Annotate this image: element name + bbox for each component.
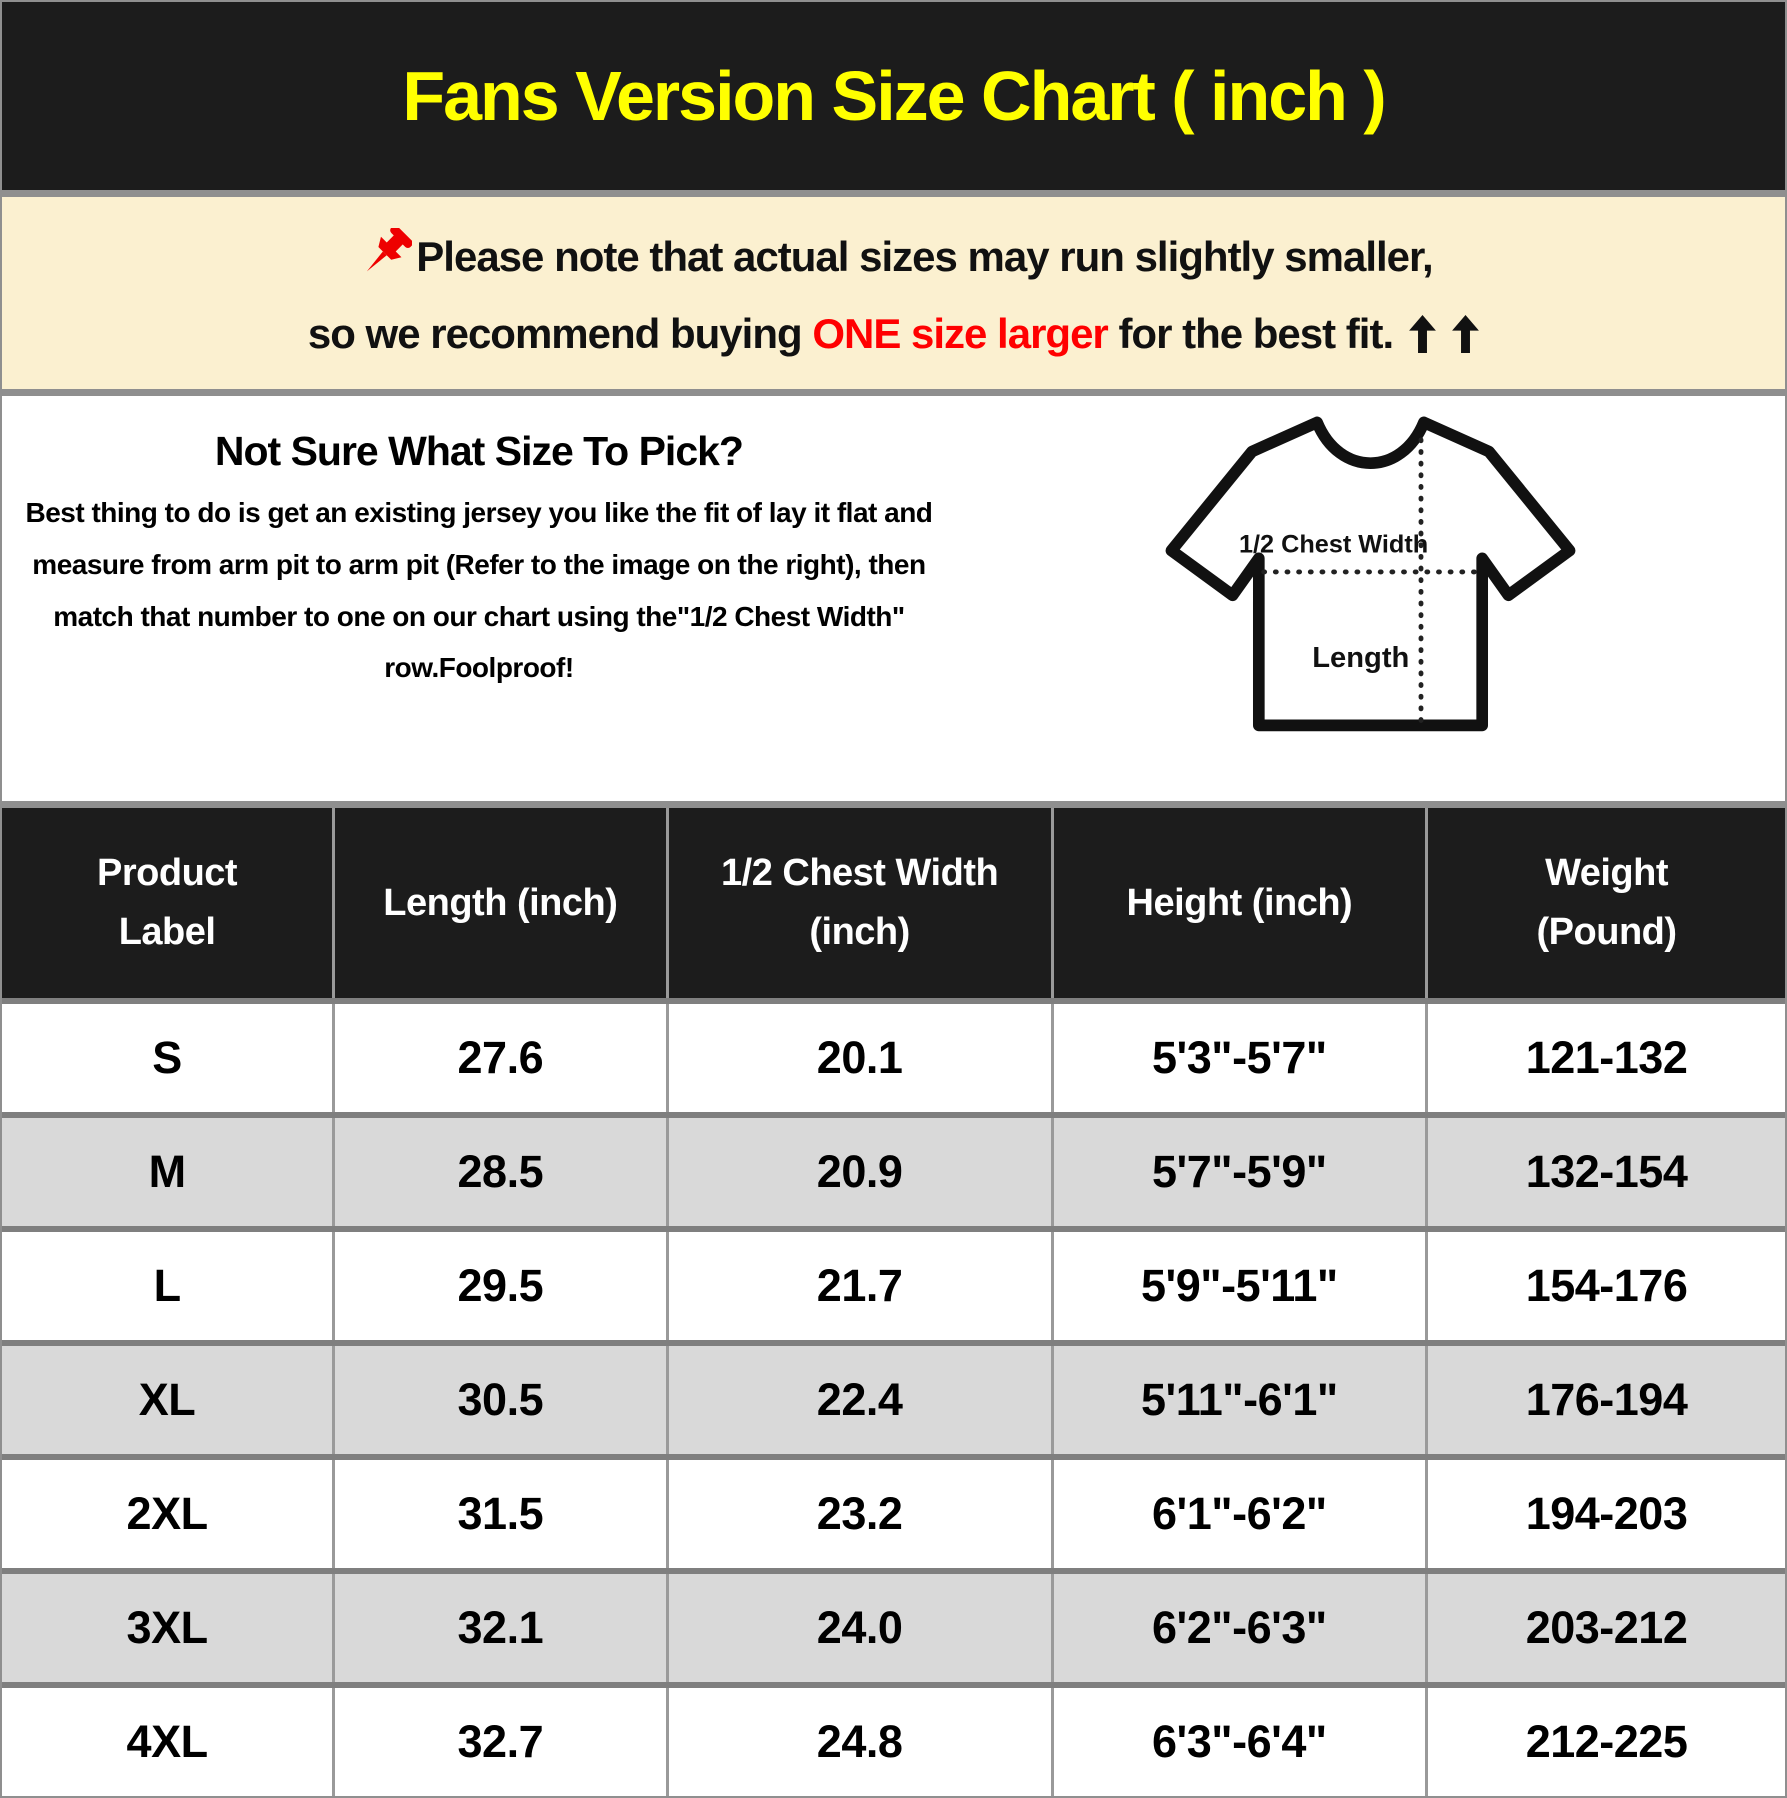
notice-text-1: Please note that actual sizes may run sl… [416,233,1433,280]
table-row-2xl: 2XL 31.5 23.2 6'1"-6'2" 194-203 [2,1457,1785,1571]
sizing-help-text: Not Sure What Size To Pick? Best thing t… [2,396,956,801]
cell-length: 27.6 [332,1001,668,1115]
size-table-wrap: Product Label Length (inch) 1/2 Chest Wi… [2,808,1785,1796]
cell-size: 2XL [126,1488,209,1539]
table-row-s: S 27.6 20.1 5'3"-5'7" 121-132 [2,1001,1785,1115]
cell-height: 6'3"-6'4" [1050,1685,1427,1796]
one-size-larger-highlight: ONE size larger [812,310,1108,357]
notice-text-2a: so we recommend buying [307,310,813,357]
cell-chest: 23.2 [665,1457,1053,1571]
cell-height: 5'9"-5'11" [1050,1229,1427,1343]
title-banner: Fans Version Size Chart ( inch ) [2,2,1785,190]
cell-height: 6'1"-6'2" [1050,1457,1427,1571]
cell-chest: 24.8 [665,1685,1053,1796]
cell-chest: 21.7 [665,1229,1053,1343]
cell-height: 6'2"-6'3" [1050,1571,1427,1685]
table-row-l: L 29.5 21.7 5'9"-5'11" 154-176 [2,1229,1785,1343]
section-divider [2,389,1785,396]
cell-size: XL [138,1374,196,1425]
cell-weight: 121-132 [1425,1001,1785,1115]
col-header-chest-width: 1/2 Chest Width (inch) [665,808,1053,1001]
cell-length: 32.7 [332,1685,668,1796]
cell-weight: 132-154 [1425,1115,1785,1229]
sizing-help-body: Best thing to do is get an existing jers… [25,497,933,684]
notice-line-2: so we recommend buying ONE size larger f… [307,310,1480,358]
cell-weight: 154-176 [1425,1229,1785,1343]
tshirt-measurement-diagram: 1/2 Chest Width Length [1165,416,1576,732]
shirt-diagram-wrap: 1/2 Chest Width Length [956,396,1785,801]
cell-size: 3XL [126,1602,209,1653]
table-row-m: M 28.5 20.9 5'7"-5'9" 132-154 [2,1115,1785,1229]
cell-size: S [152,1032,182,1083]
cell-weight: 194-203 [1425,1457,1785,1571]
pushpin-icon [367,228,413,272]
notice-line-1: Please note that actual sizes may run sl… [354,228,1434,286]
cell-length: 29.5 [332,1229,668,1343]
cell-chest: 20.9 [665,1115,1053,1229]
table-row-3xl: 3XL 32.1 24.0 6'2"-6'3" 203-212 [2,1571,1785,1685]
col-header-length: Length (inch) [332,808,668,1001]
cell-weight: 203-212 [1425,1571,1785,1685]
cell-chest: 20.1 [665,1001,1053,1115]
sizing-help-heading: Not Sure What Size To Pick? [214,428,744,474]
cell-chest: 22.4 [665,1343,1053,1457]
cell-length: 31.5 [332,1457,668,1571]
sizing-help-section: Not Sure What Size To Pick? Best thing t… [2,396,1785,801]
up-arrow-icon [1452,315,1480,353]
col-header-height: Height (inch) [1050,808,1427,1001]
cell-size: M [148,1146,186,1197]
col-header-weight: Weight (Pound) [1425,808,1785,1001]
length-label: Length [1312,642,1409,674]
size-table: Product Label Length (inch) 1/2 Chest Wi… [2,808,1785,1796]
cell-length: 32.1 [332,1571,668,1685]
cell-length: 30.5 [332,1343,668,1457]
cell-size: 4XL [126,1716,209,1767]
cell-chest: 24.0 [665,1571,1053,1685]
cell-weight: 212-225 [1425,1685,1785,1796]
up-arrow-icon [1409,315,1437,353]
notice-text-2b: for the best fit. [1107,310,1394,357]
cell-weight: 176-194 [1425,1343,1785,1457]
notice-banner: Please note that actual sizes may run sl… [2,197,1785,389]
table-header-row: Product Label Length (inch) 1/2 Chest Wi… [2,808,1785,1001]
table-row-xl: XL 30.5 22.4 5'11"-6'1" 176-194 [2,1343,1785,1457]
cell-height: 5'11"-6'1" [1050,1343,1427,1457]
page-title: Fans Version Size Chart ( inch ) [402,57,1386,135]
section-divider [2,801,1785,808]
section-divider [2,190,1785,197]
cell-size: L [153,1260,181,1311]
table-row-4xl: 4XL 32.7 24.8 6'3"-6'4" 212-225 [2,1685,1785,1796]
col-header-product-label: Product Label [2,808,334,1001]
cell-height: 5'7"-5'9" [1050,1115,1427,1229]
cell-height: 5'3"-5'7" [1050,1001,1427,1115]
chest-width-label: 1/2 Chest Width [1239,531,1428,559]
cell-length: 28.5 [332,1115,668,1229]
